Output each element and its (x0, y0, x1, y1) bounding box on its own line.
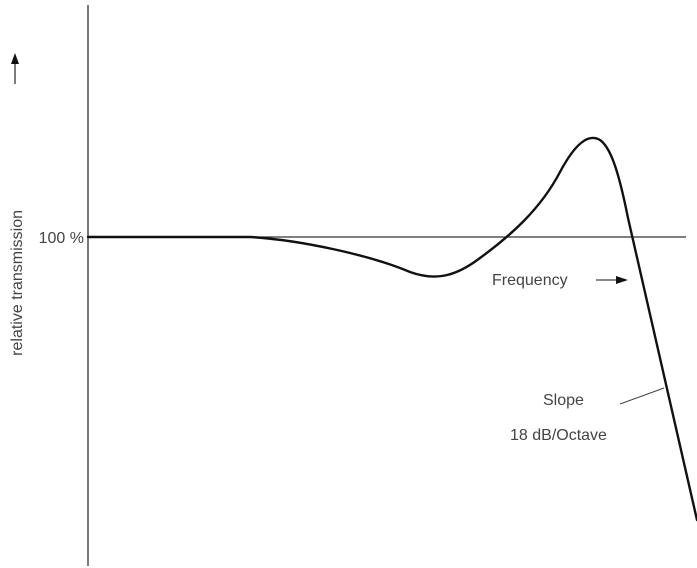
x-axis-label-arrow-icon (616, 276, 628, 284)
response-curve (86, 136, 697, 522)
reference-label: 100 % (39, 230, 84, 247)
y-axis-label-arrow-icon (11, 53, 19, 64)
slope-annotation-line1: Slope (543, 392, 584, 409)
y-axis-label: relative transmission (9, 210, 26, 356)
slope-annotation-leader (619, 387, 665, 405)
slope-annotation-line2: 18 dB/Octave (510, 427, 607, 444)
x-axis-label: Frequency (492, 272, 568, 289)
